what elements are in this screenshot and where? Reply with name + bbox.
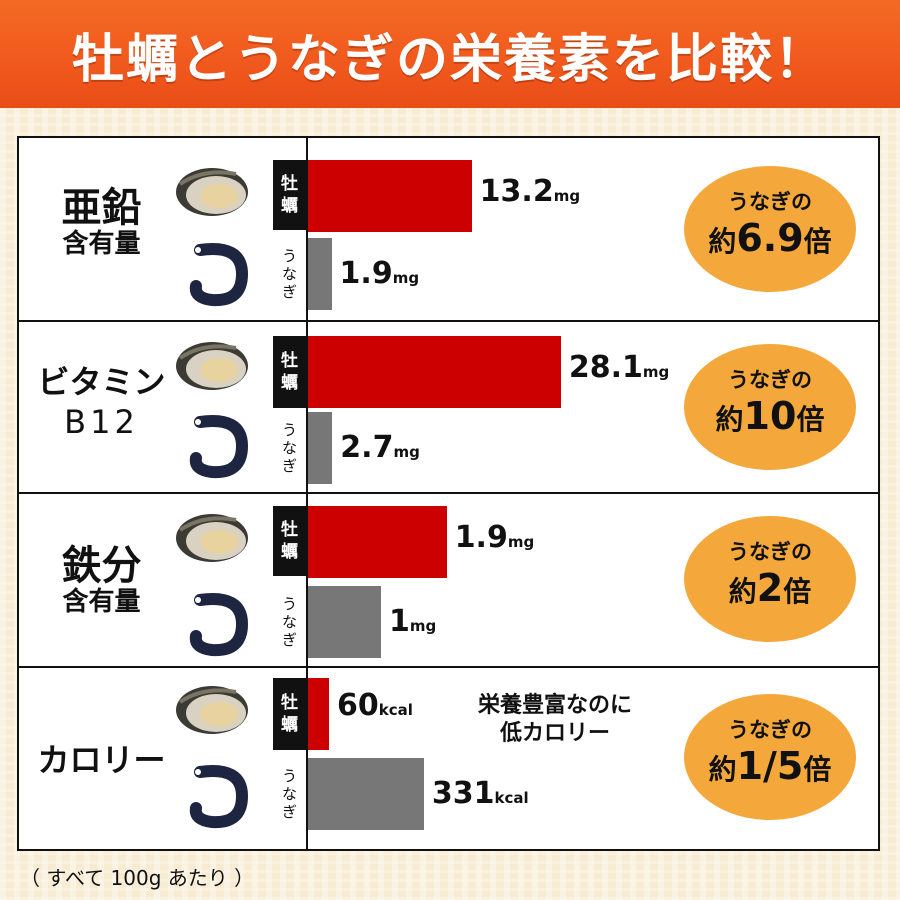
row-vitamin-b12: ビタミン B12 牡 蠣 う な ぎ 28.1mg 2.7mg	[19, 322, 878, 494]
eel-value-label: 1.9mg	[339, 256, 420, 291]
eel-bar	[308, 238, 332, 310]
oyster-tag: 牡 蠣	[273, 160, 306, 230]
category-sub: 含有量	[62, 229, 141, 259]
oyster-value-label: 60kcal	[337, 688, 413, 723]
oyster-value-label: 28.1mg	[568, 350, 670, 385]
eel-bar	[308, 758, 424, 830]
eel-value-label: 2.7mg	[340, 430, 420, 465]
footnote: （ すべて 100g あたり ）	[20, 866, 255, 890]
row-calorie: カロリー 牡 蠣 う な ぎ 60kcal 331kcal	[19, 668, 878, 849]
category-label: ビタミン B12	[19, 362, 184, 442]
oyster-icon	[176, 168, 248, 216]
eel-value-label: 1mg	[389, 604, 437, 639]
comparison-panel: 亜鉛 含有量 牡 蠣 う な ぎ 13.2mg 1.9mg	[17, 136, 880, 851]
oyster-bar	[308, 336, 561, 408]
eel-icon	[189, 243, 249, 307]
eel-tag: う な ぎ	[273, 758, 306, 830]
page-title: 牡蠣とうなぎの栄養素を比較！	[71, 29, 828, 90]
category-label: 鉄分 含有量	[19, 544, 184, 616]
title-banner: 牡蠣とうなぎの栄養素を比較！	[0, 0, 900, 108]
ratio-badge: うなぎの 約10倍	[684, 344, 856, 470]
oyster-icon	[176, 514, 248, 562]
eel-icon	[189, 593, 249, 657]
oyster-bar	[308, 506, 447, 578]
oyster-tag: 牡 蠣	[273, 336, 306, 408]
ratio-badge: うなぎの 約1/5倍	[684, 694, 856, 820]
oyster-bar	[308, 160, 472, 232]
oyster-value-label: 13.2mg	[479, 174, 581, 209]
oyster-value-label: 1.9mg	[454, 520, 535, 555]
oyster-tag: 牡 蠣	[273, 678, 306, 750]
category-name: 亜鉛	[61, 185, 142, 231]
eel-icon	[189, 415, 249, 479]
oyster-bar	[308, 678, 329, 750]
eel-tag: う な ぎ	[273, 586, 306, 658]
eel-tag: う な ぎ	[273, 238, 306, 310]
category-name: ビタミン	[37, 363, 166, 401]
oyster-icon	[176, 686, 248, 734]
category-label: カロリー	[19, 740, 184, 780]
eel-bar	[308, 412, 333, 484]
eel-value-label: 331kcal	[431, 776, 529, 811]
category-sub: 含有量	[62, 587, 141, 617]
category-sub: B12	[64, 403, 139, 441]
low-calorie-note: 栄養豊富なのに 低カロリー	[477, 693, 632, 746]
row-zinc: 亜鉛 含有量 牡 蠣 う な ぎ 13.2mg 1.9mg	[19, 138, 878, 322]
row-iron: 鉄分 含有量 牡 蠣 う な ぎ 1.9mg 1mg	[19, 494, 878, 668]
category-name: カロリー	[37, 741, 166, 779]
chart-axis-line	[306, 138, 308, 849]
oyster-tag: 牡 蠣	[273, 506, 306, 576]
oyster-icon	[176, 342, 248, 390]
category-name: 鉄分	[61, 543, 142, 589]
ratio-badge: うなぎの 約6.9倍	[684, 166, 856, 292]
eel-tag: う な ぎ	[273, 412, 306, 484]
eel-bar	[308, 586, 381, 658]
eel-icon	[189, 765, 249, 829]
ratio-badge: うなぎの 約2倍	[684, 516, 856, 642]
category-label: 亜鉛 含有量	[19, 186, 184, 258]
